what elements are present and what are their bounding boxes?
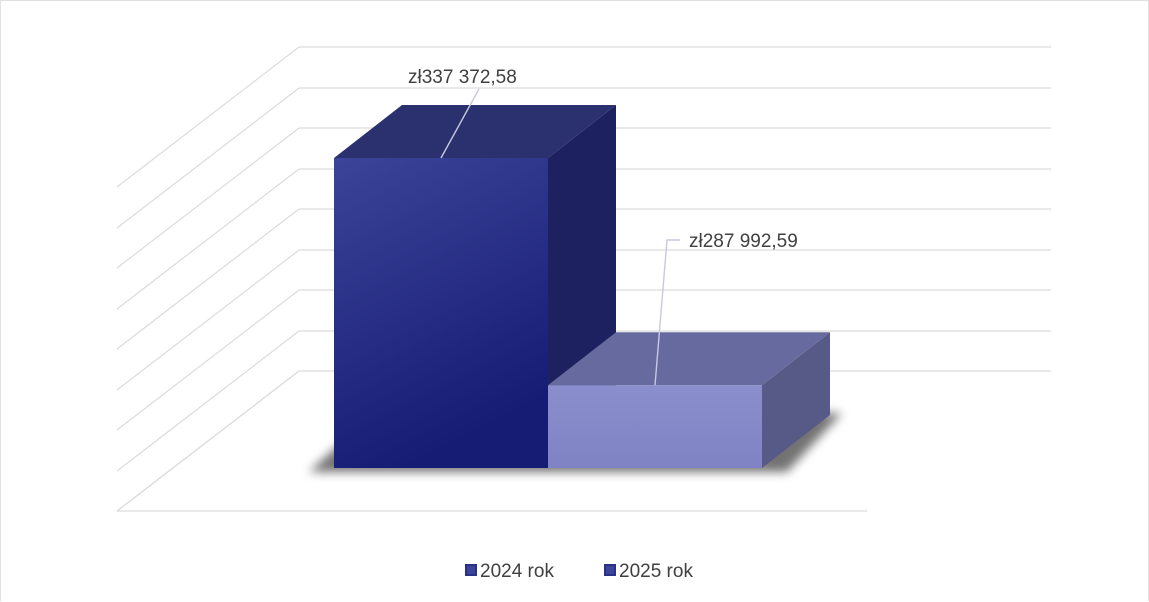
bar-top-0 xyxy=(334,105,616,158)
bar-front-1 xyxy=(548,385,762,468)
legend-label-0: 2024 rok xyxy=(480,561,554,582)
bar-2025-rok xyxy=(548,332,830,468)
bar-top-1 xyxy=(548,332,830,386)
gridline-side-1 xyxy=(116,87,300,229)
labels-layer: zł337 372,58 zł287 992,59 xyxy=(408,67,798,386)
legend-item-1: 2025 rok xyxy=(604,561,693,582)
data-label-0: zł337 372,58 xyxy=(408,67,517,159)
legend-swatch-inner-1 xyxy=(606,566,614,574)
data-label-1: zł287 992,59 xyxy=(654,231,798,386)
bar-side-1 xyxy=(762,332,830,468)
data-label-text-1: zł287 992,59 xyxy=(689,231,798,252)
legend: 2024 rok 2025 rok xyxy=(465,561,693,582)
gridline-side-7 xyxy=(116,330,300,472)
bars-layer xyxy=(334,105,830,468)
gridline-side-0 xyxy=(116,46,300,188)
gridline-side-4 xyxy=(116,208,300,350)
floor-side-edge xyxy=(116,370,300,512)
leader-line-0 xyxy=(440,88,480,159)
gridline-side-5 xyxy=(116,249,300,391)
bar-front-0 xyxy=(334,158,548,468)
legend-item-0: 2024 rok xyxy=(465,561,554,582)
legend-label-1: 2025 rok xyxy=(619,561,693,582)
gridline-side-6 xyxy=(116,289,300,431)
gridline-side-3 xyxy=(116,168,300,310)
legend-swatch-inner-0 xyxy=(467,566,475,574)
data-label-text-0: zł337 372,58 xyxy=(408,67,517,88)
leader-line-1 xyxy=(654,239,680,386)
gridline-side-2 xyxy=(116,127,300,269)
